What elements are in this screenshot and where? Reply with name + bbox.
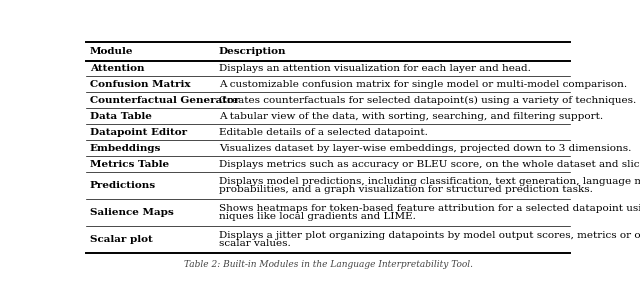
Text: Editable details of a selected datapoint.: Editable details of a selected datapoint… — [219, 128, 428, 137]
Text: Table 2: Built-in Modules in the Language Interpretability Tool.: Table 2: Built-in Modules in the Languag… — [184, 260, 472, 269]
Text: A tabular view of the data, with sorting, searching, and filtering support.: A tabular view of the data, with sorting… — [219, 112, 603, 121]
Text: Attention: Attention — [90, 64, 145, 73]
Text: Creates counterfactuals for selected datapoint(s) using a variety of techniques.: Creates counterfactuals for selected dat… — [219, 96, 636, 105]
Text: Embeddings: Embeddings — [90, 144, 161, 153]
Text: scalar values.: scalar values. — [219, 239, 291, 248]
Text: Module: Module — [90, 47, 133, 56]
Text: Shows heatmaps for token-based feature attribution for a selected datapoint usin: Shows heatmaps for token-based feature a… — [219, 204, 640, 213]
Text: Confusion Matrix: Confusion Matrix — [90, 80, 191, 89]
Text: Datapoint Editor: Datapoint Editor — [90, 128, 187, 137]
Text: Displays model predictions, including classification, text generation, language : Displays model predictions, including cl… — [219, 177, 640, 186]
Text: A customizable confusion matrix for single model or multi-model comparison.: A customizable confusion matrix for sing… — [219, 80, 627, 89]
Text: Description: Description — [219, 47, 286, 56]
Text: Salience Maps: Salience Maps — [90, 208, 173, 217]
Text: Counterfactual Generator: Counterfactual Generator — [90, 96, 239, 105]
Text: Displays an attention visualization for each layer and head.: Displays an attention visualization for … — [219, 64, 531, 73]
Text: Displays a jitter plot organizing datapoints by model output scores, metrics or : Displays a jitter plot organizing datapo… — [219, 231, 640, 240]
Text: niques like local gradients and LIME.: niques like local gradients and LIME. — [219, 212, 416, 221]
Text: Visualizes dataset by layer-wise embeddings, projected down to 3 dimensions.: Visualizes dataset by layer-wise embeddi… — [219, 144, 631, 153]
Text: Displays metrics such as accuracy or BLEU score, on the whole dataset and slices: Displays metrics such as accuracy or BLE… — [219, 159, 640, 169]
Text: probabilities, and a graph visualization for structured prediction tasks.: probabilities, and a graph visualization… — [219, 185, 593, 194]
Text: Data Table: Data Table — [90, 112, 152, 121]
Text: Predictions: Predictions — [90, 181, 156, 190]
Text: Metrics Table: Metrics Table — [90, 159, 169, 169]
Text: Scalar plot: Scalar plot — [90, 235, 153, 244]
